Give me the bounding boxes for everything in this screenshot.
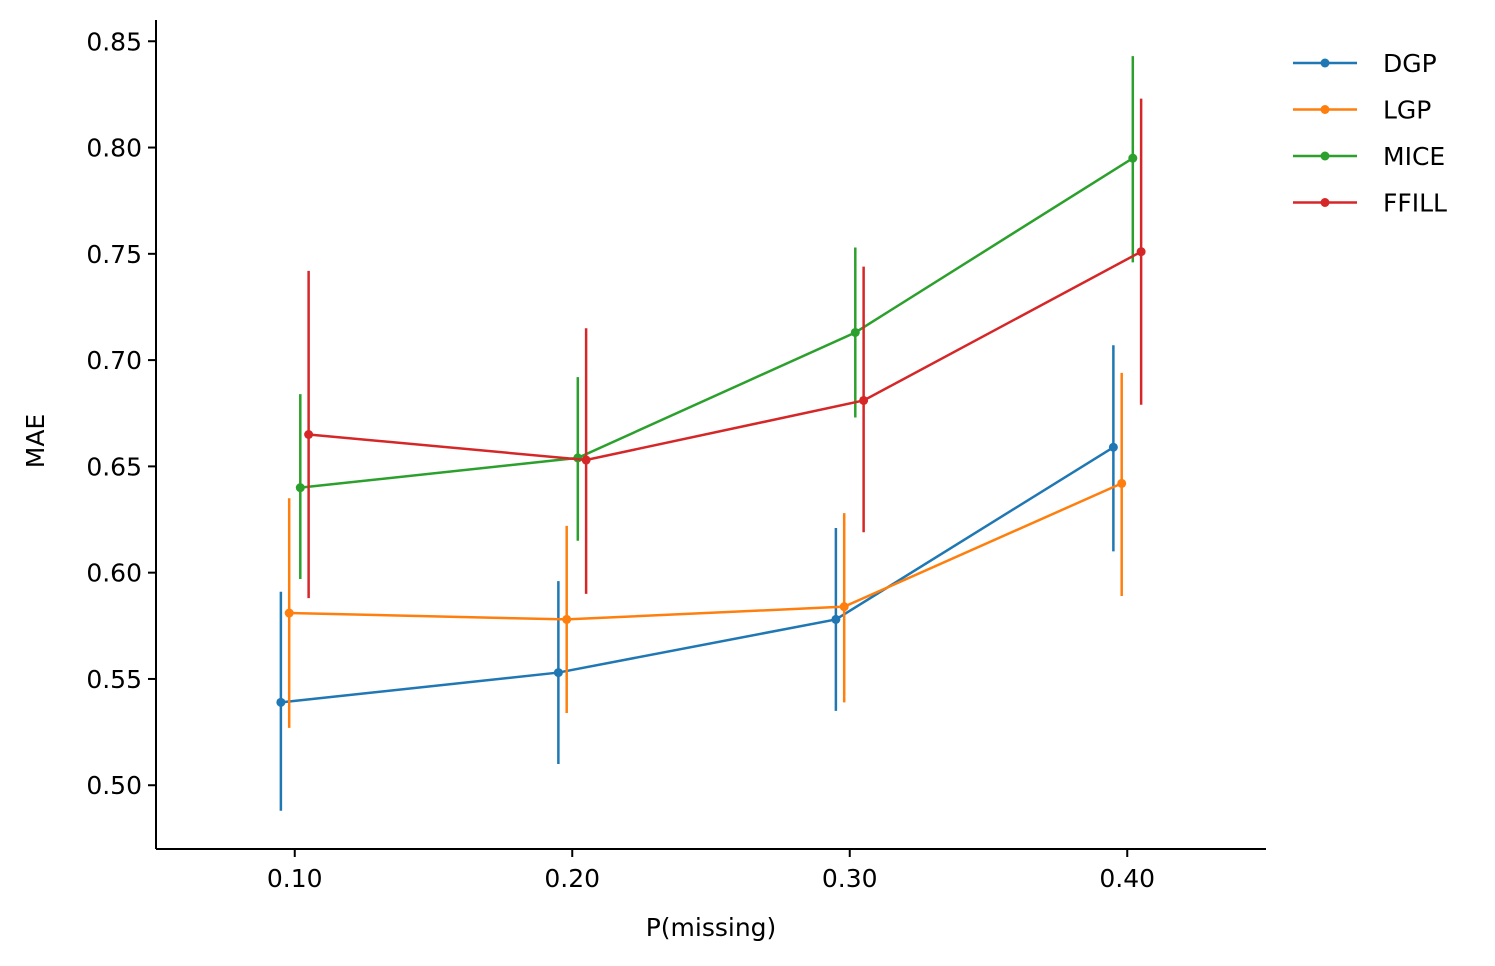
plot-area bbox=[276, 56, 1146, 811]
data-point-lgp bbox=[562, 614, 572, 624]
series-line-ffill bbox=[308, 250, 1142, 462]
legend-swatch-marker bbox=[1320, 198, 1330, 207]
y-tick-label: 0.80 bbox=[86, 134, 142, 163]
y-tick-label: 0.70 bbox=[86, 346, 142, 375]
y-ticks: 0.50 0.55 0.60 0.65 0.70 0.75 0.80 0.85 bbox=[86, 27, 156, 800]
series-line-dgp bbox=[280, 446, 1115, 704]
data-point-lgp bbox=[284, 608, 294, 618]
x-tick-label: 0.40 bbox=[1099, 864, 1155, 893]
x-ticks: 0.10 0.20 0.30 0.40 bbox=[267, 849, 1155, 893]
x-axis-label: P(missing) bbox=[646, 913, 777, 942]
series-ffill bbox=[304, 98, 1146, 599]
legend-item-ffill: FFILL bbox=[1293, 189, 1447, 218]
data-point-ffill bbox=[859, 395, 869, 405]
y-tick-label: 0.75 bbox=[86, 240, 142, 269]
data-point-dgp bbox=[831, 614, 841, 624]
y-tick-label: 0.85 bbox=[86, 27, 142, 56]
legend-item-mice: MICE bbox=[1293, 142, 1445, 171]
y-axis-label: MAE bbox=[21, 414, 50, 468]
series-dgp bbox=[276, 345, 1118, 811]
series-line-lgp bbox=[289, 482, 1123, 621]
series-mice bbox=[295, 56, 1138, 580]
data-point-ffill bbox=[304, 430, 314, 439]
data-point-dgp bbox=[276, 697, 286, 707]
legend-item-lgp: LGP bbox=[1293, 96, 1431, 125]
x-tick-label: 0.10 bbox=[267, 864, 323, 893]
x-tick-label: 0.20 bbox=[544, 864, 600, 893]
y-tick-label: 0.65 bbox=[86, 452, 142, 481]
data-point-dgp bbox=[553, 668, 563, 678]
legend-label: LGP bbox=[1383, 96, 1431, 125]
series-line-mice bbox=[300, 157, 1134, 489]
legend-swatch-marker bbox=[1320, 58, 1330, 68]
y-tick-label: 0.60 bbox=[86, 559, 142, 588]
data-point-ffill bbox=[581, 455, 591, 465]
x-tick-label: 0.30 bbox=[822, 864, 878, 893]
data-point-mice bbox=[1128, 153, 1138, 163]
legend-swatch-marker bbox=[1320, 151, 1330, 161]
y-tick-label: 0.55 bbox=[86, 665, 142, 694]
data-point-mice bbox=[850, 327, 860, 337]
data-point-lgp bbox=[839, 602, 849, 612]
legend-swatch-marker bbox=[1320, 105, 1330, 114]
legend-label: DGP bbox=[1383, 49, 1437, 78]
axes: 0.10 0.20 0.30 0.40 0.50 0.55 0.60 0.65 0.70 0.7… bbox=[21, 20, 1266, 942]
data-point-mice bbox=[295, 483, 305, 493]
data-point-ffill bbox=[1136, 247, 1146, 257]
series-lgp bbox=[284, 372, 1127, 728]
legend-label: MICE bbox=[1383, 142, 1445, 171]
legend: DGP LGP MICE FFILL bbox=[1293, 49, 1447, 218]
legend-label: FFILL bbox=[1383, 189, 1447, 218]
data-point-lgp bbox=[1117, 478, 1127, 488]
legend-item-dgp: DGP bbox=[1293, 49, 1437, 78]
data-point-dgp bbox=[1108, 442, 1118, 452]
y-tick-label: 0.50 bbox=[86, 771, 142, 800]
